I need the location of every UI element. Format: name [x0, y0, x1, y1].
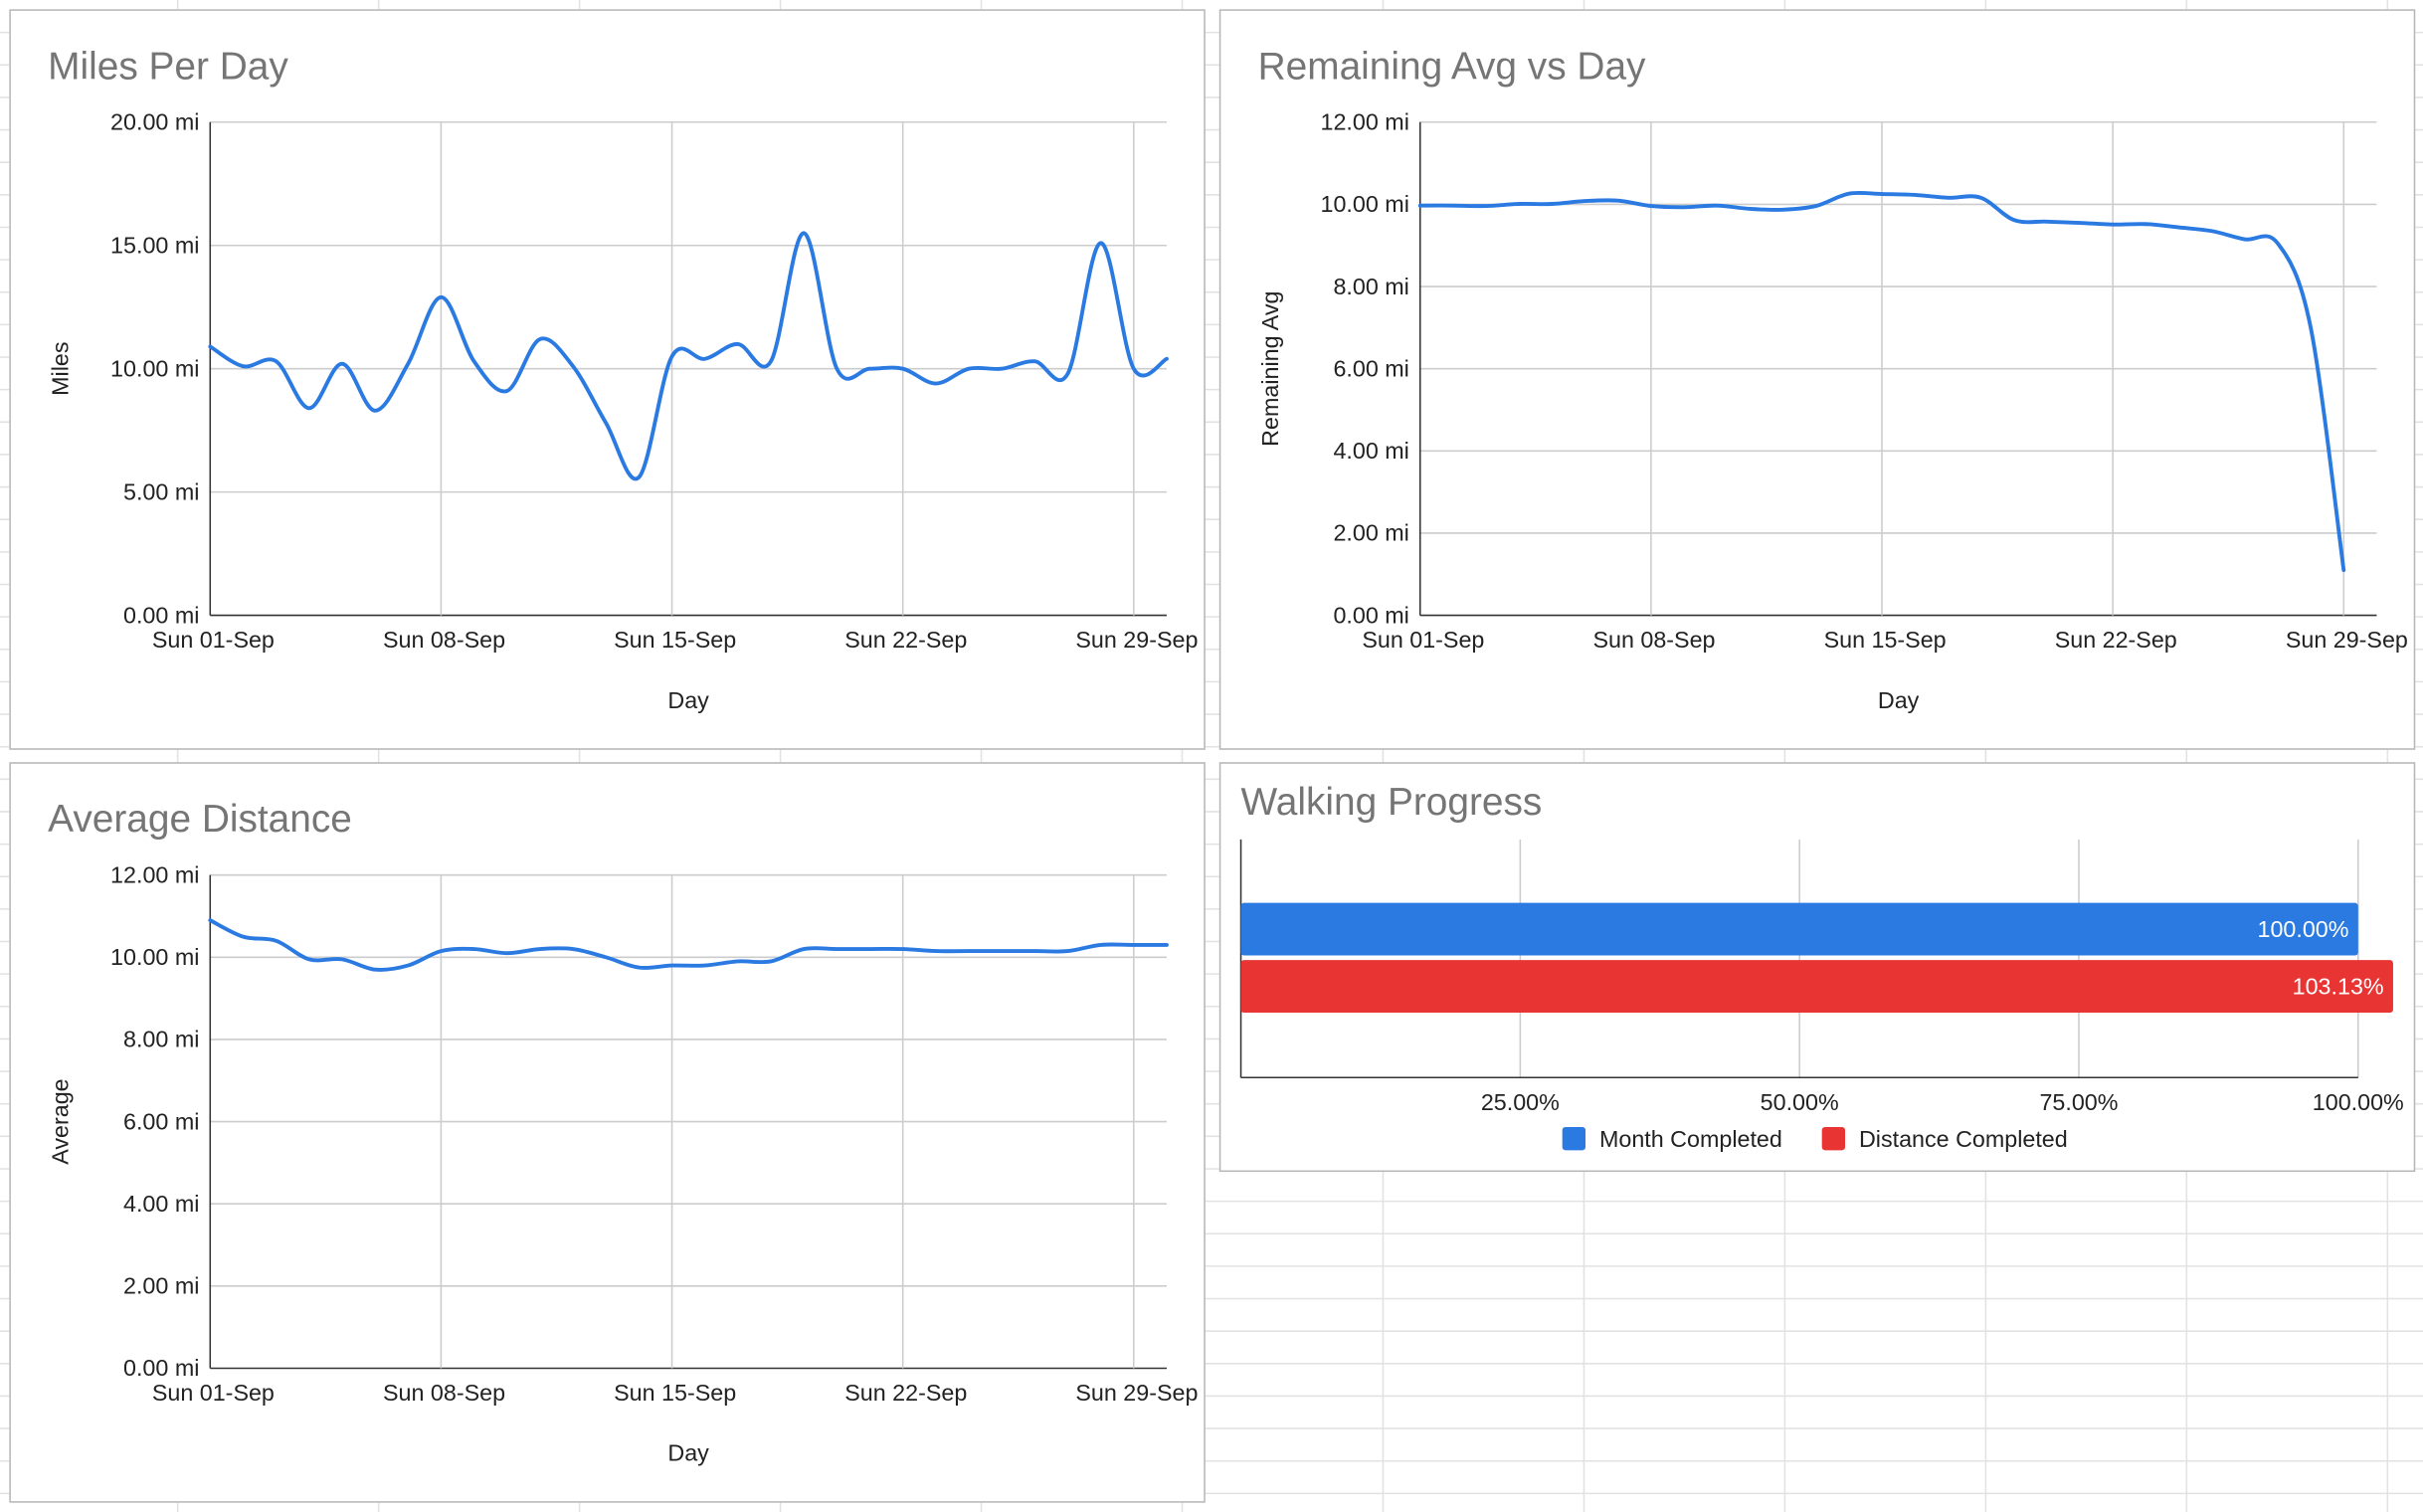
y-tick-label: 4.00 mi: [1333, 438, 1408, 464]
chart-average-distance[interactable]: Average Distance 0.00 mi 2.00 mi 4.00 mi 6.0…: [9, 762, 1206, 1503]
average-distance-svg: Average Distance 0.00 mi 2.00 mi 4.00 mi 6.0…: [47, 798, 1198, 1466]
series-line[interactable]: [208, 918, 1169, 972]
y-tick-label: 8.00 mi: [1333, 274, 1408, 299]
bar[interactable]: [1240, 902, 2358, 956]
chart-remaining-avg-vs-day[interactable]: Remaining Avg vs Day 0.00 mi 2.00 mi 4.00 m…: [1218, 9, 2416, 750]
chart-title: Walking Progress: [1241, 781, 1543, 824]
chart-title: Average Distance: [48, 798, 352, 841]
y-tick-label: 0.00 mi: [123, 602, 199, 628]
chart-title: Remaining Avg vs Day: [1258, 45, 1646, 88]
legend-swatch: [1562, 1127, 1585, 1151]
legend-label: Month Completed: [1599, 1126, 1782, 1152]
x-tick-label: Sun 15-Sep: [614, 1380, 736, 1406]
x-tick-label: Sun 08-Sep: [383, 1380, 505, 1406]
remaining-avg-svg: Remaining Avg vs Day 0.00 mi 2.00 mi 4.00 m…: [1257, 45, 2408, 713]
x-axis-title: Day: [1878, 687, 1920, 713]
x-tick-label: Sun 08-Sep: [1592, 627, 1715, 653]
legend: Month Completed Distance Completed: [1562, 1126, 2068, 1152]
y-tick-label: 15.00 mi: [110, 232, 199, 258]
x-tick-label: Sun 01-Sep: [152, 627, 275, 653]
chart-walking-progress[interactable]: Walking Progress 25.00% 50.00% 75.00% 100.00…: [1218, 762, 2416, 1173]
x-tick-label: Sun 29-Sep: [2286, 627, 2408, 653]
x-axis-title: Day: [667, 1440, 709, 1466]
y-tick-label: 0.00 mi: [123, 1355, 199, 1381]
series-line[interactable]: [1417, 190, 2346, 573]
bar-value-label: 103.13%: [2293, 973, 2384, 999]
chart-title: Miles Per Day: [48, 45, 288, 88]
legend-item[interactable]: Distance Completed: [1821, 1126, 2068, 1152]
bar[interactable]: [1240, 960, 2393, 1014]
x-tick-label: Sun 22-Sep: [2055, 627, 2177, 653]
chart-miles-per-day[interactable]: Miles Per Day 0.00 mi 5.00 mi 10.00 mi 15.00…: [9, 9, 1206, 750]
y-tick-label: 6.00 mi: [123, 1108, 199, 1134]
x-tick-label: 100.00%: [2313, 1089, 2404, 1115]
x-axis-title: Day: [667, 687, 709, 713]
x-tick-label: Sun 22-Sep: [844, 627, 967, 653]
x-tick-label: 50.00%: [1761, 1089, 1839, 1115]
walking-progress-svg: Walking Progress 25.00% 50.00% 75.00% 100.00…: [1239, 781, 2404, 1152]
y-tick-label: 20.00 mi: [110, 109, 199, 135]
legend-label: Distance Completed: [1859, 1126, 2068, 1152]
x-tick-label: Sun 22-Sep: [844, 1380, 967, 1406]
legend-swatch: [1821, 1127, 1845, 1151]
bar-value-label: 100.00%: [2258, 916, 2349, 942]
y-tick-label: 10.00 mi: [1321, 191, 1409, 217]
legend-item[interactable]: Month Completed: [1562, 1126, 1782, 1152]
y-axis-title: Remaining Avg: [1257, 291, 1283, 447]
x-tick-label: Sun 08-Sep: [383, 627, 505, 653]
y-tick-label: 6.00 mi: [1333, 355, 1408, 381]
y-tick-label: 10.00 mi: [110, 944, 199, 970]
y-tick-label: 8.00 mi: [123, 1027, 199, 1052]
y-tick-label: 5.00 mi: [123, 478, 199, 504]
y-tick-label: 12.00 mi: [1321, 109, 1409, 135]
x-tick-label: Sun 29-Sep: [1075, 627, 1198, 653]
x-tick-label: 75.00%: [2039, 1089, 2118, 1115]
y-tick-label: 10.00 mi: [110, 355, 199, 381]
series-line[interactable]: [208, 231, 1169, 481]
y-tick-label: 2.00 mi: [1333, 520, 1408, 546]
x-tick-label: Sun 15-Sep: [1824, 627, 1947, 653]
x-tick-label: Sun 01-Sep: [152, 1380, 275, 1406]
x-tick-label: 25.00%: [1481, 1089, 1560, 1115]
x-tick-label: Sun 01-Sep: [1362, 627, 1484, 653]
y-tick-label: 0.00 mi: [1333, 602, 1408, 628]
x-tick-label: Sun 29-Sep: [1075, 1380, 1198, 1406]
y-axis-title: Average: [47, 1078, 73, 1164]
y-tick-label: 12.00 mi: [110, 861, 199, 887]
y-tick-label: 4.00 mi: [123, 1191, 199, 1217]
x-tick-label: Sun 15-Sep: [614, 627, 736, 653]
y-axis-title: Miles: [47, 341, 73, 395]
miles-per-day-svg: Miles Per Day 0.00 mi 5.00 mi 10.00 mi 15.00…: [47, 45, 1198, 713]
y-tick-label: 2.00 mi: [123, 1273, 199, 1299]
